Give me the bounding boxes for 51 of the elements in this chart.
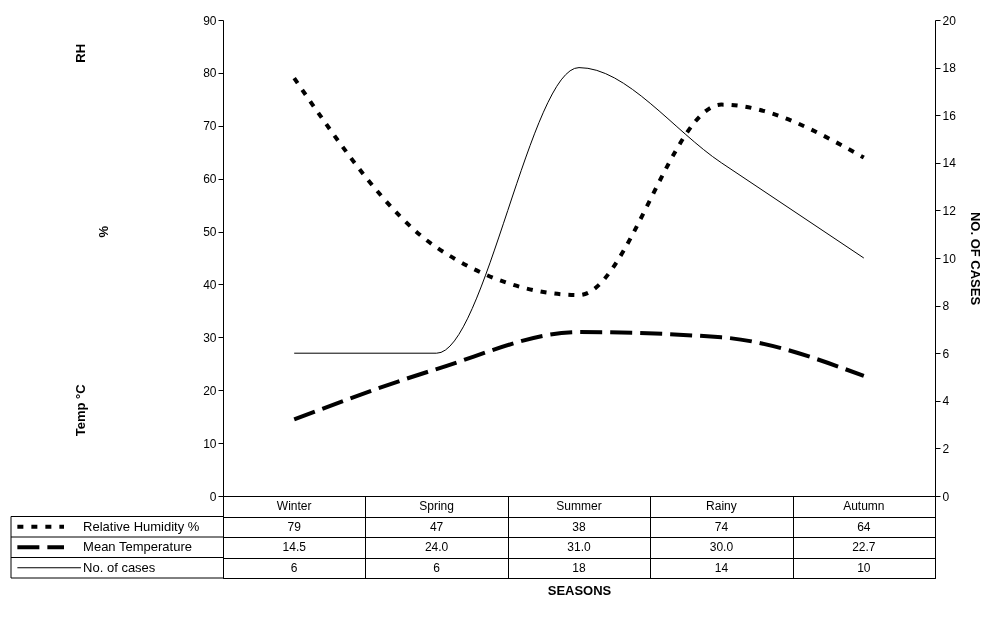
data-label: 47 [429,519,444,534]
y-tick-label: 80 [203,66,217,81]
data-label: 31.0 [567,540,591,555]
y2-tick-label: 8 [942,299,950,314]
line-series [292,330,866,422]
data-label: 6 [290,560,298,575]
y-tick-label: 20 [203,383,217,398]
y-tick-label: 90 [203,13,217,28]
y2-tick-label: 18 [942,61,957,76]
data-label: 18 [572,560,586,575]
data-label: 74 [714,519,729,534]
legend-label: Mean Temperature [83,539,192,555]
text: SEASONS [547,582,612,598]
y2-tick-label: 6 [942,346,950,361]
data-label: 14 [714,560,729,575]
legend-label: No. of cases [83,559,156,575]
x-tick-label: Winter [276,499,312,514]
line-series [293,67,865,354]
y2-tick-label: 14 [942,156,957,171]
data-label: 30.0 [709,540,734,555]
text: % [96,225,112,238]
data-label: 10 [857,560,871,575]
y-tick-label: 70 [203,119,217,134]
y-tick-label: 40 [203,277,217,292]
data-label: 38 [572,519,586,534]
data-label: 64 [857,519,871,534]
y2-tick-label: 16 [942,108,957,123]
y-tick-label: 0 [209,489,217,504]
x-tick-label: Spring [419,499,454,514]
y2-tick-label: 0 [942,489,950,504]
text: Temp °C [72,383,88,437]
y2-tick-label: 12 [942,203,957,218]
y-tick-label: 30 [203,330,217,345]
y2-tick-label: 4 [942,394,950,409]
y-tick-label: 60 [203,172,217,187]
y2-tick-label: 20 [942,13,957,28]
data-label: 22.7 [852,540,876,555]
data-label: 24.0 [424,540,449,555]
legend-label: Relative Humidity % [83,518,200,534]
text: RH [72,43,88,63]
x-tick-label: Rainy [706,499,737,514]
x-tick-label: Autumn [843,499,885,514]
y-tick-label: 50 [203,225,217,240]
x-tick-label: Summer [556,499,602,514]
data-label: 79 [287,519,302,534]
data-label: 6 [433,560,441,575]
data-label: 14.5 [282,540,307,555]
y2-axis-title: NO. OF CASES [967,211,983,306]
y2-tick-label: 10 [942,251,957,266]
y2-tick-label: 2 [942,441,950,456]
y-tick-label: 10 [203,436,217,451]
